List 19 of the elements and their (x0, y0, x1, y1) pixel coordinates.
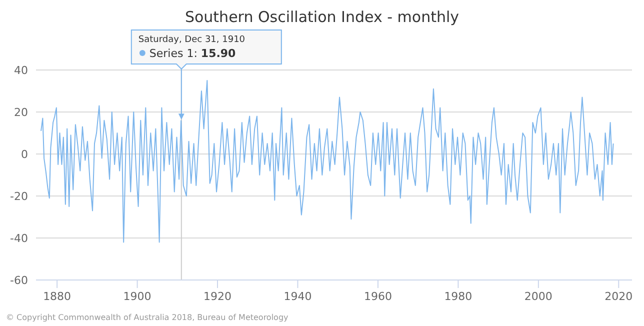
chart-title: Southern Oscillation Index - monthly (184, 8, 460, 26)
x-tick-label: 2000 (524, 290, 552, 303)
text: Saturday, Dec 31, 1910 (138, 35, 246, 45)
x-tick-label: 1900 (123, 290, 152, 303)
y-tick-label: 0 (21, 148, 28, 161)
annotation: Series 1: 15.90 (149, 47, 236, 60)
y-tick-label: 20 (14, 106, 28, 119)
line-series (40, 80, 614, 243)
text: © Copyright Commonwealth of Australia 2018, Bureau of Meteorology (6, 313, 289, 322)
x-tick-label: 1960 (364, 290, 392, 303)
y-tick-label: -40 (10, 232, 28, 245)
x-tick-label: 1980 (444, 290, 472, 303)
y-tick-label: -60 (10, 274, 28, 287)
x-tick-label: 2020 (604, 290, 633, 303)
x-tick-label: 1940 (284, 290, 312, 303)
y-tick-label: -20 (10, 190, 28, 203)
x-tick-label: 1920 (204, 290, 232, 303)
y-tick-label: 40 (14, 64, 28, 77)
x-tick-label: 1880 (43, 290, 72, 303)
